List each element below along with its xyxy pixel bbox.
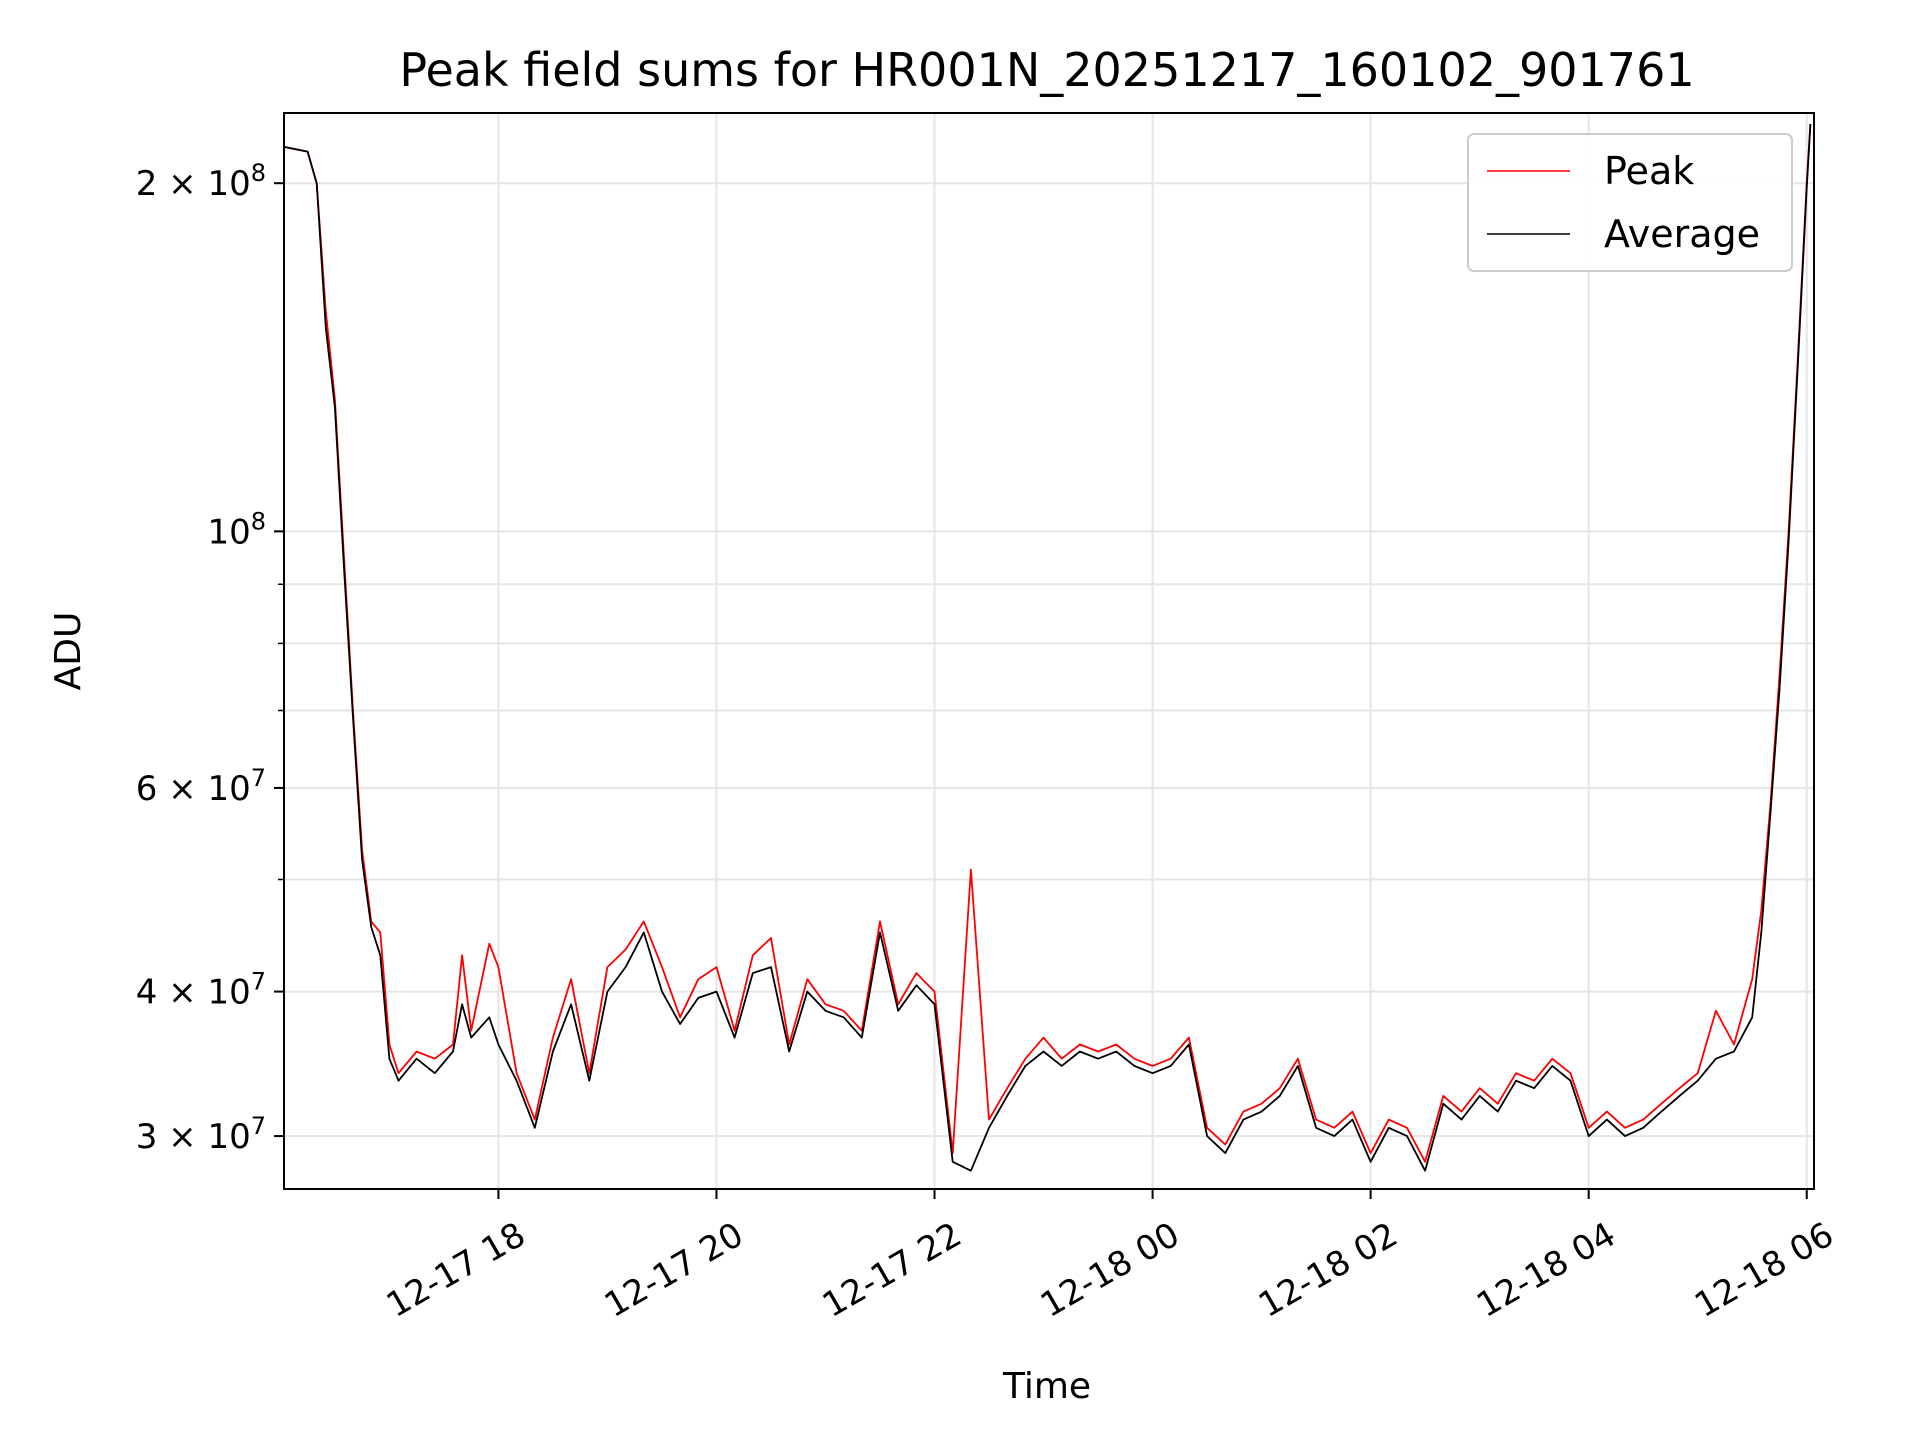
- plot-frame: [283, 112, 1815, 1190]
- legend: Peak Average: [1467, 133, 1793, 272]
- y-axis-label: ADU: [48, 612, 89, 691]
- y-tick-label: 3 × 107: [136, 1112, 266, 1157]
- y-tick-label: 6 × 107: [136, 764, 266, 809]
- y-axis: 3 × 107 4 × 107 6 × 107 108 2 × 108: [136, 159, 284, 1157]
- series-line-average: [283, 123, 1812, 1172]
- series-line-peak: [283, 123, 1812, 1163]
- y-tick-label: 4 × 107: [136, 968, 266, 1013]
- y-tick-label: 108: [207, 507, 266, 552]
- chart-title: Peak field sums for HR001N_20251217_1601…: [399, 43, 1694, 97]
- x-axis-label: Time: [1002, 1366, 1091, 1407]
- grid: [284, 113, 1814, 1189]
- series-lines: [283, 123, 1812, 1172]
- legend-label-average: Average: [1604, 212, 1760, 256]
- legend-label-peak: Peak: [1604, 149, 1694, 193]
- legend-box: [1467, 133, 1793, 272]
- y-tick-label: 2 × 108: [136, 159, 266, 204]
